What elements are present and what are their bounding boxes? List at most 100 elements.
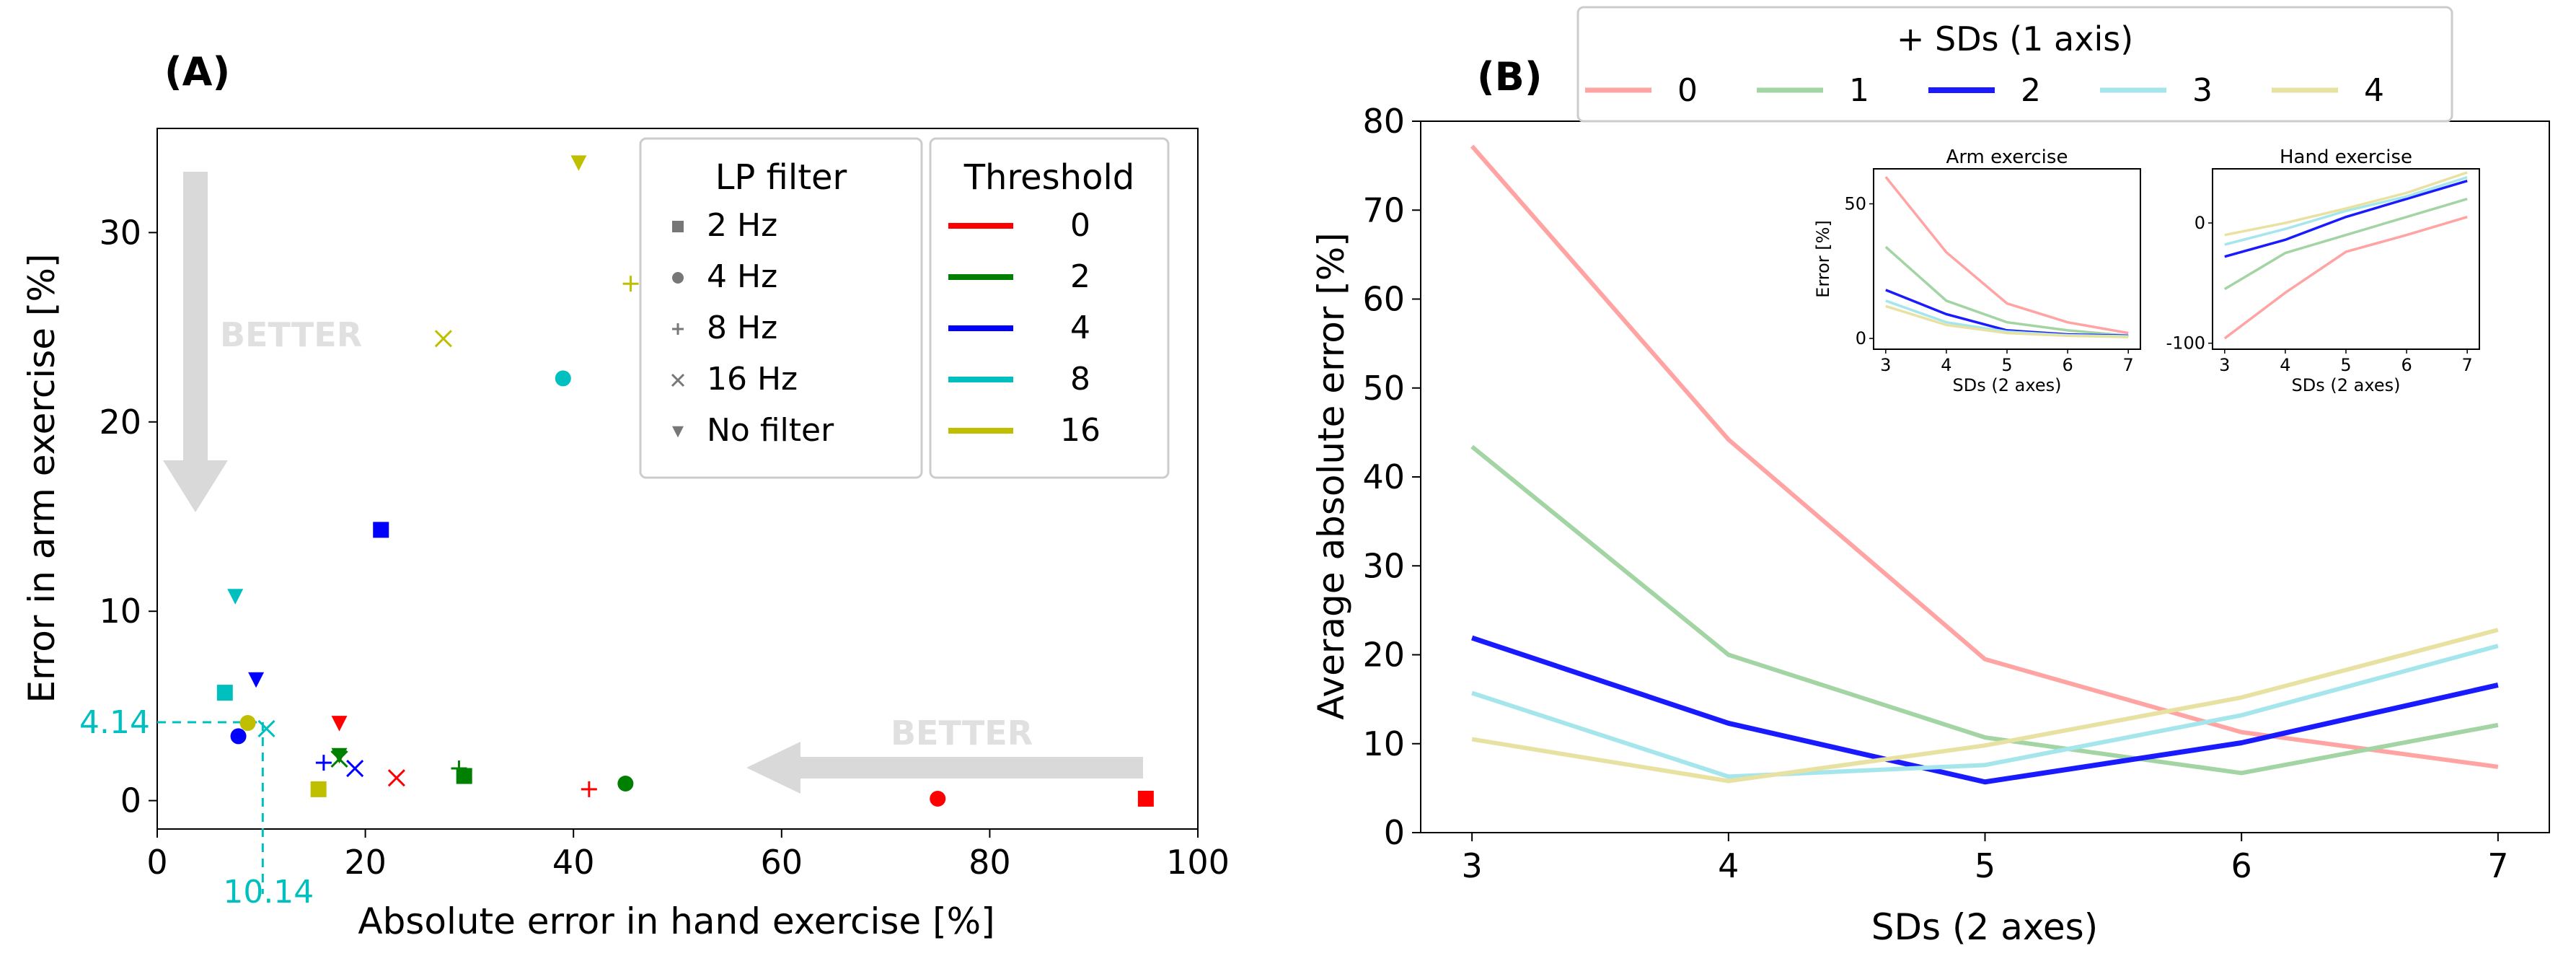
legend-label-0: 0 <box>1677 72 1698 109</box>
y-tick-label: 40 <box>1362 457 1405 496</box>
y-tick-label: 60 <box>1362 280 1405 319</box>
inset-frame <box>2212 168 2480 350</box>
scatter-point <box>239 715 256 732</box>
inset-y-tick-label: 0 <box>2195 213 2205 233</box>
scatter-point <box>570 155 587 171</box>
inset-x-tick-label: 5 <box>2001 355 2012 375</box>
better-arrow-down: BETTER <box>163 172 362 512</box>
x-tick-label: 100 <box>1166 843 1230 882</box>
reference-lines: 4.14 10.14 <box>79 704 314 911</box>
sds-legend: + SDs (1 axis) 0 1 2 3 4 <box>1576 6 2453 123</box>
lp-legend-marker <box>672 323 684 335</box>
inset-line-4 <box>1885 304 2129 338</box>
scatter-point <box>456 768 472 784</box>
inset-x-tick-label: 7 <box>2462 355 2473 375</box>
inset-x-tick-label: 7 <box>2123 355 2134 375</box>
panel-b-y-axis-label: Average absolute error [%] <box>1310 232 1352 720</box>
inset-title: Hand exercise <box>2280 146 2412 168</box>
lp-legend-marker <box>672 221 684 232</box>
scatter-point <box>451 760 467 777</box>
threshold-legend: Threshold 0 2 4 8 16 <box>929 137 1170 479</box>
y-tick-label: 70 <box>1362 190 1405 229</box>
inset-arm-exercise: Arm exercise 3 4 5 6 7 0 50 SDs (2 axes) Error [%… <box>1813 146 2141 395</box>
series-line-3 <box>1471 644 2499 779</box>
inset-x-tick-label: 6 <box>2401 355 2412 375</box>
x-tick-label: 80 <box>969 843 1011 882</box>
inset-x-tick-label: 5 <box>2340 355 2351 375</box>
threshold-legend-label: 2 <box>1070 258 1090 295</box>
y-tick-label: 0 <box>120 781 141 820</box>
inset-line-4 <box>2224 171 2468 237</box>
y-tick-label: 0 <box>1384 813 1405 852</box>
threshold-legend-label: 16 <box>1060 412 1100 449</box>
threshold-legend-label: 0 <box>1070 207 1090 244</box>
scatter-point <box>331 716 348 732</box>
x-tick-label: 7 <box>2487 846 2508 885</box>
inset-hand-exercise: Hand exercise 3 4 5 6 7 -100 0 SDs (2 axes) <box>2166 146 2480 395</box>
inset-title: Arm exercise <box>1946 146 2068 168</box>
y-tick-label: 20 <box>1362 636 1405 675</box>
inset-y-tick-label: 0 <box>1856 328 1866 348</box>
lp-legend-label: 8 Hz <box>707 310 777 346</box>
inset-x-axis-label: SDs (2 axes) <box>1953 375 2062 395</box>
y-tick-label: 10 <box>1362 724 1405 763</box>
series-line-1 <box>1470 444 2499 776</box>
x-axis-ticks: 3 4 5 6 7 <box>1461 833 2509 885</box>
scatter-point <box>617 776 634 792</box>
lp-filter-legend-title: LP filter <box>715 157 847 198</box>
threshold-legend-label: 4 <box>1070 310 1090 346</box>
threshold-legend-label: 8 <box>1070 361 1090 398</box>
legend-label-3: 3 <box>2192 72 2213 109</box>
inset-x-tick-label: 3 <box>1880 355 1891 375</box>
inset-line-1 <box>1884 245 2129 338</box>
better-label-left: BETTER <box>891 714 1033 753</box>
x-axis-ticks: 0 20 40 60 80 100 <box>146 829 1230 882</box>
x-tick-label: 20 <box>344 843 387 882</box>
scatter-point <box>1137 791 1154 807</box>
legend-label-1: 1 <box>1849 72 1869 109</box>
inset-line-2 <box>2224 179 2468 258</box>
lp-legend-marker <box>672 426 684 438</box>
lp-filter-legend: LP filter 2 Hz 4 Hz 8 Hz 16 Hz No filter <box>639 137 923 479</box>
inset-x-tick-label: 3 <box>2219 355 2230 375</box>
scatter-point <box>216 685 233 701</box>
y-axis-ticks: 0 10 20 30 40 50 60 70 80 <box>1362 102 1421 852</box>
scatter-point <box>331 747 348 764</box>
inset-x-tick-label: 4 <box>1941 355 1951 375</box>
panel-a-x-axis-label: Absolute error in hand exercise [%] <box>358 900 994 942</box>
inset-line-0 <box>2223 215 2468 340</box>
series-line-4 <box>1471 628 2499 784</box>
scatter-point <box>230 728 247 745</box>
x-tick-label: 60 <box>761 843 803 882</box>
inset-line-1 <box>2223 197 2468 291</box>
scatter-point <box>930 791 946 807</box>
x-tick-label: 6 <box>2231 846 2252 885</box>
inset-x-axis-label: SDs (2 axes) <box>2292 375 2401 395</box>
scatter-point <box>257 719 275 737</box>
inset-x-tick-label: 4 <box>2280 355 2290 375</box>
scatter-point <box>346 759 364 778</box>
scatter-points <box>216 155 1154 807</box>
inset-y-tick-label: 50 <box>1844 194 1866 214</box>
sds-legend-title: + SDs (1 axis) <box>1897 19 2133 58</box>
panel-a-plot-frame <box>156 128 1199 830</box>
lp-legend-marker <box>671 373 685 387</box>
inset-y-tick-label: -100 <box>2166 333 2205 354</box>
lp-legend-label: 4 Hz <box>707 258 777 295</box>
reference-y-label: 4.14 <box>79 704 150 741</box>
better-label-down: BETTER <box>220 315 362 354</box>
scatter-point <box>581 781 597 797</box>
scatter-point <box>315 755 332 771</box>
y-tick-label: 50 <box>1362 369 1405 408</box>
y-tick-label: 30 <box>1362 546 1405 585</box>
panel-a-y-axis-label: Error in arm exercise [%] <box>21 254 63 703</box>
x-tick-label: 4 <box>1718 846 1739 885</box>
scatter-point <box>387 769 405 787</box>
line-series <box>1470 144 2499 785</box>
lp-legend-marker <box>672 272 684 284</box>
y-tick-label: 20 <box>99 403 141 442</box>
inset-y-axis-label: Error [%] <box>1813 220 1833 298</box>
scatter-point <box>555 370 571 387</box>
